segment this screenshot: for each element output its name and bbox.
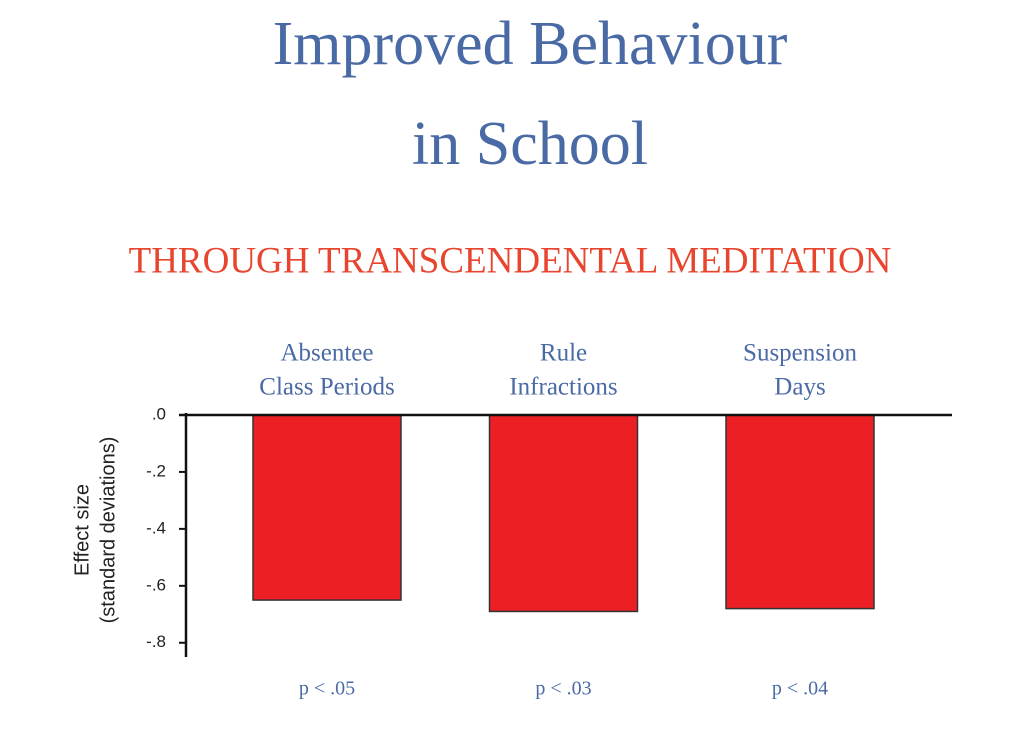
chart-title: Improved Behaviour <box>273 10 788 78</box>
bar <box>725 414 875 610</box>
category-label: Days <box>774 374 825 401</box>
category-label: Rule <box>540 340 587 367</box>
y-tick-label: -.6 <box>146 575 166 594</box>
y-tick-label: -.2 <box>146 461 166 480</box>
y-tick-label: -.8 <box>146 632 166 651</box>
p-value: p < .04 <box>772 678 828 700</box>
chart-subtitle: THROUGH TRANSCENDENTAL MEDITATION <box>129 240 892 281</box>
bar <box>252 414 402 601</box>
p-value: p < .05 <box>299 678 355 700</box>
category-label: Infractions <box>509 374 617 401</box>
y-tick-label: .0 <box>152 404 166 423</box>
category-label: Absentee <box>280 340 373 367</box>
y-tick-label: -.4 <box>146 518 166 537</box>
chart-title: in School <box>412 110 648 178</box>
p-value: p < .03 <box>535 678 591 700</box>
y-axis-label: Effect size <box>71 484 93 576</box>
category-label: Class Periods <box>259 374 394 401</box>
category-label: Suspension <box>743 340 857 367</box>
y-axis-label: (standard deviations) <box>97 437 119 624</box>
bar <box>488 414 639 613</box>
